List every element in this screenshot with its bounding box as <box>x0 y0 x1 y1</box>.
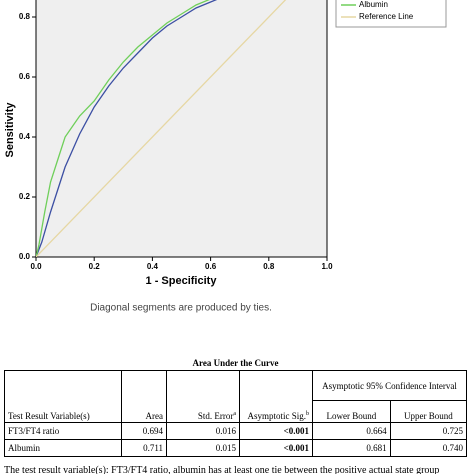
header-cell: Test Result Variable(s) <box>4 370 122 423</box>
table-cell: 0.015 <box>166 439 240 457</box>
table-footnote: The test result variable(s): FT3/FT4 rat… <box>4 465 440 474</box>
x-tick-label: 0.2 <box>89 262 101 271</box>
footnote-mark: b <box>306 411 309 417</box>
y-tick-label: 0.2 <box>19 192 31 201</box>
plot-lines <box>36 0 287 257</box>
header-text: Asymptotic Sig. <box>247 411 306 421</box>
legend: Albumin Reference Line <box>341 0 414 21</box>
table-cell: 0.725 <box>389 422 468 440</box>
header-cell: Upper Bound <box>389 400 468 423</box>
roc-line <box>36 0 210 257</box>
x-tick-label: 0.0 <box>30 262 42 271</box>
table: Test Result Variable(s) Area Std. Errora… <box>4 370 468 457</box>
x-tick-label: 0.8 <box>263 262 275 271</box>
footnote-mark: a <box>233 411 236 417</box>
chart-note: Diagonal segments are produced by ties. <box>90 303 272 314</box>
row-label: Albumin <box>4 439 122 457</box>
header-text: Std. Error <box>197 411 234 421</box>
header-cell: Std. Errora <box>166 370 240 423</box>
roc-line <box>36 0 218 257</box>
x-axis-title: 1 - Specificity <box>146 275 218 287</box>
table-row: FT3/FT4 ratio 0.694 0.016 <0.001 0.664 0.725 <box>4 422 468 440</box>
table-cell: 0.664 <box>312 422 391 440</box>
roc-line <box>36 0 287 257</box>
roc-chart: Sensitivity 1 - Specificity Diagonal seg… <box>4 0 447 314</box>
y-axis-title: Sensitivity <box>4 102 16 158</box>
header-cell: Area <box>121 370 167 423</box>
y-tick-label: 0.8 <box>19 12 31 21</box>
header-cell: Lower Bound <box>312 400 391 423</box>
y-tick-label: 0.6 <box>19 72 31 81</box>
table-body: FT3/FT4 ratio 0.694 0.016 <0.001 0.664 0.725 A… <box>4 422 468 457</box>
legend-label: Reference Line <box>359 12 414 21</box>
x-tick-label: 0.6 <box>205 262 217 271</box>
x-tick-label: 1.0 <box>321 262 333 271</box>
table-title: Area Under the Curve <box>192 358 279 368</box>
table-cell: 0.740 <box>389 439 468 457</box>
table-cell: 0.694 <box>121 422 167 440</box>
table-cell: 0.711 <box>121 439 167 457</box>
y-tick-label: 0.0 <box>19 252 31 261</box>
y-tick-label: 0.4 <box>19 132 31 141</box>
legend-label: Albumin <box>359 0 388 9</box>
row-label: FT3/FT4 ratio <box>4 422 122 440</box>
header-cell: Asymptotic 95% Confidence Interval <box>312 370 467 401</box>
plot-area <box>35 0 328 258</box>
header-cell: Asymptotic Sig.b <box>239 370 313 423</box>
table-cell: 0.681 <box>312 439 391 457</box>
x-tick-label: 0.4 <box>147 262 159 271</box>
auc-table: Area Under the Curve Test Result Variabl… <box>4 356 468 457</box>
table-cell: <0.001 <box>239 422 313 440</box>
table-cell: 0.016 <box>166 422 240 440</box>
table-row: Albumin 0.711 0.015 <0.001 0.681 0.740 <box>4 439 468 457</box>
table-cell: <0.001 <box>239 439 313 457</box>
